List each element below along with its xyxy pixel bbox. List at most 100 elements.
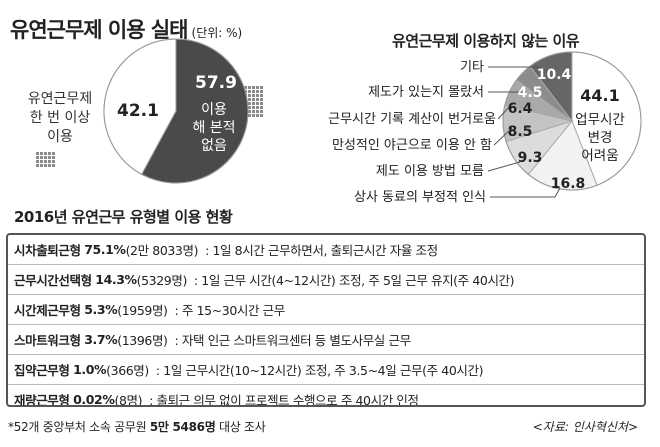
pattern-dot — [248, 110, 251, 113]
pattern-dot — [36, 156, 39, 159]
pattern-dot — [36, 164, 39, 167]
right-chart-title: 유연근무제 이용하지 않는 이유 — [392, 32, 580, 50]
leader-line-etc — [488, 66, 549, 73]
pattern-dot — [252, 102, 255, 105]
pattern-dot — [248, 106, 251, 109]
value-unknown: 4.5 — [518, 85, 543, 101]
pattern-dot — [260, 110, 263, 113]
pattern-dot — [248, 114, 251, 117]
pattern-dot — [252, 94, 255, 97]
row-name: 근무시간선택형 — [14, 273, 92, 288]
pattern-dot — [40, 156, 43, 159]
value-method: 9.3 — [518, 150, 543, 166]
label-never-line2: 해 본적 — [192, 120, 235, 136]
label-never-line3: 없음 — [201, 138, 227, 154]
pattern-dot — [52, 160, 55, 163]
label-overtime: 만성적인 야근으로 이용 안 함 — [332, 138, 492, 153]
pattern-dot — [260, 106, 263, 109]
row-name: 시차출퇴근형 — [14, 243, 81, 258]
pattern-dot — [248, 98, 251, 101]
pattern-dot — [256, 98, 259, 101]
usage-type-table: 시차출퇴근형 75.1% (2만 8033명): 1일 8시간 근무하면서, 출퇴… — [6, 233, 646, 407]
label-used-line2: 한 번 이상 — [30, 110, 91, 126]
pattern-dot — [40, 164, 43, 167]
label-never-line1: 이용 — [201, 102, 227, 118]
pattern-dot — [256, 114, 259, 117]
label-unknown: 제도가 있는지 몰랐서 — [368, 85, 484, 100]
pattern-dot — [248, 86, 251, 89]
pattern-dot — [248, 94, 251, 97]
table-row: 재량근무형 0.02% (8명): 출퇴근 의무 없이 프로젝트 수행으로 주 4… — [8, 385, 644, 407]
pattern-dot — [260, 98, 263, 101]
pattern-dot — [252, 86, 255, 89]
pattern-dot — [44, 164, 47, 167]
pattern-dot — [256, 106, 259, 109]
pattern-dot — [52, 152, 55, 155]
pie-charts: 유연근무제 한 번 이상 이용 42.1 57.9 이용 해 본적 없음 기타 … — [28, 38, 642, 205]
pattern-dot — [252, 106, 255, 109]
row-count: (5329명) — [136, 273, 188, 288]
table-row: 시간제근무형 5.3% (1959명): 주 15~30시간 근무 — [8, 295, 644, 325]
footnote-suffix: 대상 조사 — [218, 420, 266, 434]
pattern-dot — [252, 110, 255, 113]
table-row: 집약근무형 1.0% (366명): 1일 근무시간(10~12시간) 조정, 주… — [8, 355, 644, 385]
row-desc: : 1일 8시간 근무하면서, 출퇴근시간 자율 조정 — [205, 243, 438, 258]
value-overtime: 8.5 — [508, 124, 533, 140]
row-count: (2만 8033명) — [125, 243, 199, 258]
row-pct: 3.7% — [84, 332, 118, 347]
value-never: 57.9 — [195, 73, 237, 93]
pattern-dot — [260, 94, 263, 97]
footnote-bold: 5만 5486명 — [149, 420, 216, 434]
leader-lines — [487, 66, 561, 198]
row-name: 스마트워크형 — [14, 333, 81, 348]
pattern-dot — [48, 152, 51, 155]
pattern-dot — [252, 114, 255, 117]
footnote: *52개 중앙부처 소속 공무원 5만 5486명 대상 조사 — [8, 418, 266, 435]
row-count: (366명) — [106, 363, 149, 378]
pattern-dot — [256, 110, 259, 113]
row-count: (1959명) — [117, 303, 168, 318]
pattern-dot — [260, 90, 263, 93]
row-name: 재량근무형 — [14, 393, 70, 407]
pie-outline — [502, 51, 642, 191]
row-count: (1396명) — [117, 333, 168, 348]
page-title-text: 유연근무제 이용 실태 — [10, 18, 189, 42]
leader-line-overtime — [493, 127, 513, 146]
pattern-dot — [44, 160, 47, 163]
pattern-dot — [36, 160, 39, 163]
pattern-dot — [248, 102, 251, 105]
table-row: 스마트워크형 3.7% (1396명) : 자택 인근 스마트워크센터 등 별도사무… — [8, 325, 644, 355]
pattern-dot — [248, 90, 251, 93]
pattern-dot — [244, 86, 247, 89]
row-pct: 1.0% — [73, 362, 107, 377]
row-pct: 14.3% — [95, 272, 137, 287]
pattern-dot — [260, 102, 263, 105]
source-label: <자료: 인사혁신처> — [532, 420, 638, 434]
pattern-dot — [252, 90, 255, 93]
label-etc: 기타 — [460, 60, 484, 75]
leader-line-method — [487, 161, 521, 172]
value-etc: 10.4 — [537, 67, 572, 83]
label-method: 제도 이용 방법 모름 — [376, 164, 484, 179]
row-pct: 0.02% — [73, 392, 115, 407]
pattern-dot — [252, 98, 255, 101]
footnote-prefix: *52개 중앙부처 소속 공무원 — [8, 420, 147, 434]
row-desc: : 1일 근무 시간(4~12시간) 조정, 주 5일 근무 유지(주 40시간… — [193, 273, 515, 288]
table-row: 근무시간선택형 14.3% (5329명) : 1일 근무 시간(4~12시간) 조… — [8, 265, 644, 295]
pattern-dot — [256, 102, 259, 105]
label-record: 근무시간 기록 계산이 번거로움 — [328, 112, 496, 127]
leader-line-record — [497, 103, 513, 120]
label-boss: 상사 동료의 부정적 인식 — [354, 190, 486, 205]
pattern-dot — [48, 160, 51, 163]
value-used: 42.1 — [117, 101, 159, 121]
row-name: 시간제근무형 — [14, 303, 81, 318]
pattern-dot — [256, 94, 259, 97]
row-desc: : 1일 근무시간(10~12시간) 조정, 주 3.5~4일 근무(주 40시… — [155, 363, 484, 378]
pattern-dot — [260, 114, 263, 117]
row-desc: : 자택 인근 스마트워크센터 등 별도사무실 근무 — [174, 333, 412, 348]
pattern-dot — [40, 160, 43, 163]
value-main: 44.1 — [580, 86, 619, 105]
reasons-pie-chart — [502, 51, 642, 191]
pattern-dot — [44, 152, 47, 155]
row-desc: : 주 15~30시간 근무 — [174, 303, 286, 318]
